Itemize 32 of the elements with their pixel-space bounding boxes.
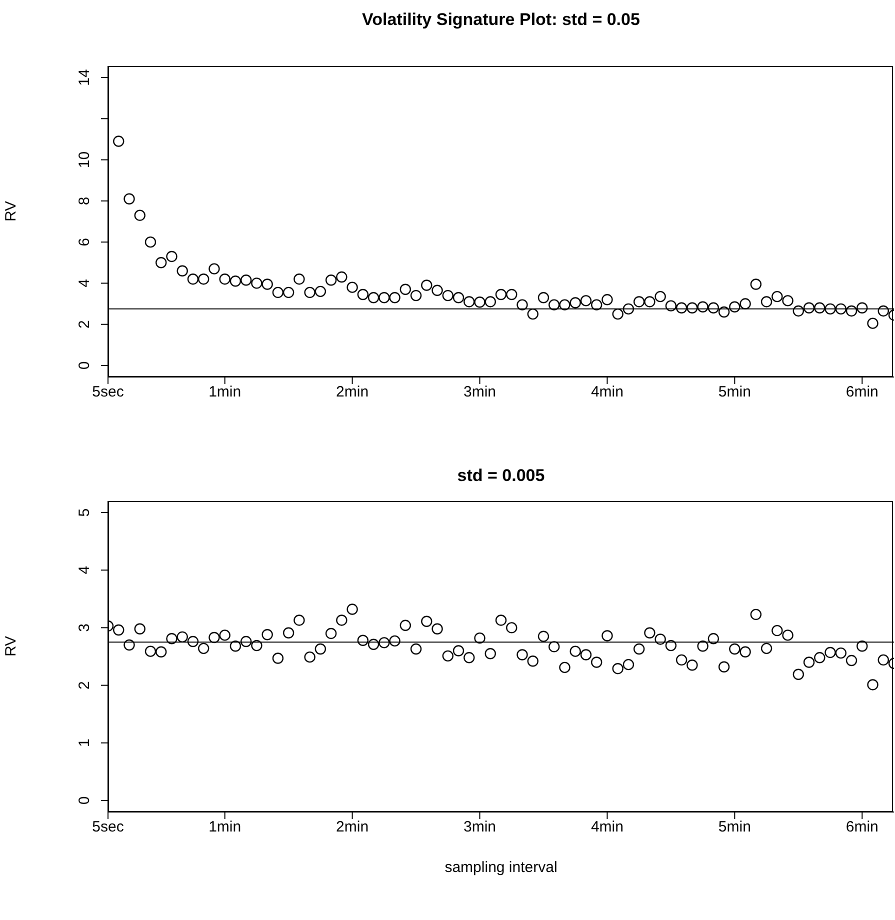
x-tick-label: 3min xyxy=(464,818,496,836)
x-tick-label: 1min xyxy=(208,818,242,836)
y-tick-label: 5 xyxy=(76,508,93,517)
y-tick-label: 8 xyxy=(76,196,93,206)
y-tick-label: 0 xyxy=(76,796,93,805)
x-tick-label: 5min xyxy=(718,818,751,836)
x-tick-label: 5sec xyxy=(92,818,124,836)
x-tick-label: 1min xyxy=(208,384,242,401)
y-tick-label: 14 xyxy=(76,69,93,86)
y-tick-label: 6 xyxy=(76,238,93,246)
x-tick-label: 6min xyxy=(846,818,878,836)
y-tick-label: 4 xyxy=(76,279,93,288)
x-tick-label: 4min xyxy=(590,384,624,401)
x-tick-label: 2min xyxy=(336,818,369,836)
x-tick-label: 5sec xyxy=(92,384,124,401)
y-axis-title: RV xyxy=(2,200,20,222)
chart-title: Volatility Signature Plot: std = 0.05 xyxy=(361,10,641,30)
y-tick-label: 2 xyxy=(76,320,93,329)
chart-title: std = 0.005 xyxy=(456,466,546,486)
y-tick-label: 10 xyxy=(76,151,93,168)
y-tick-label: 0 xyxy=(76,361,93,370)
x-tick-label: 4min xyxy=(590,818,624,836)
y-tick-label: 1 xyxy=(76,738,93,748)
x-tick-label: 3min xyxy=(464,384,496,401)
y-tick-label: 4 xyxy=(76,566,93,574)
x-tick-label: 5min xyxy=(718,384,751,401)
x-axis-title: sampling interval xyxy=(444,859,558,876)
y-tick-label: 3 xyxy=(76,624,93,632)
x-tick-label: 6min xyxy=(846,384,878,401)
y-axis-title: RV xyxy=(2,636,20,656)
x-tick-label: 2min xyxy=(336,384,369,401)
y-tick-label: 2 xyxy=(76,681,93,690)
